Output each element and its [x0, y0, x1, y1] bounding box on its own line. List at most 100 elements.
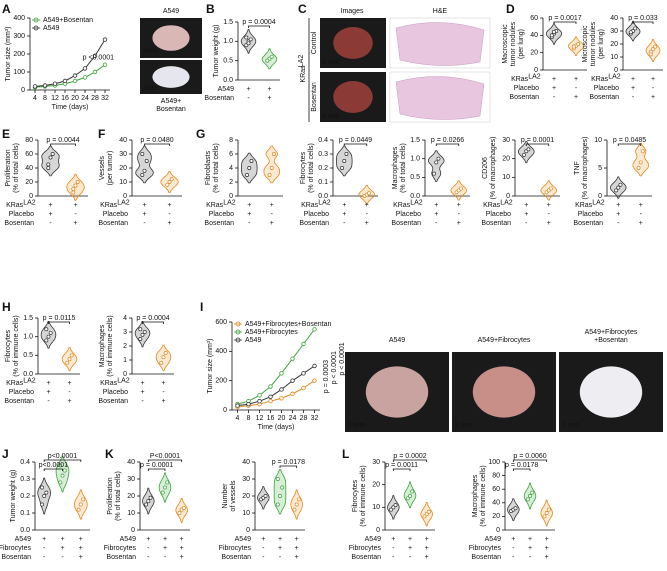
- y-tick-label: 0.0: [410, 193, 420, 200]
- condition-mark: +: [180, 536, 184, 543]
- condition-label: Placebo: [514, 85, 539, 92]
- data-point: [257, 393, 262, 398]
- condition-label-sup: LA2: [528, 73, 541, 80]
- condition-mark: +: [267, 95, 271, 102]
- p-value: p = 0.0003: [323, 360, 330, 393]
- y-tick-label: 400: [13, 15, 25, 22]
- data-point: [50, 152, 55, 156]
- condition-mark: -: [529, 554, 532, 561]
- legend-label: A549+Bosentan: [43, 17, 93, 24]
- condition-mark: +: [46, 380, 50, 387]
- data-point: [633, 26, 638, 31]
- significance-bracket: [392, 468, 411, 471]
- y-tick-label: 1.0: [23, 334, 33, 341]
- data-point: [71, 190, 76, 195]
- data-point: [544, 511, 549, 515]
- condition-mark: -: [248, 220, 251, 227]
- data-point: [653, 44, 658, 49]
- x-tick-label: 24: [289, 415, 297, 422]
- y-axis-label: (% of total cells): [213, 143, 220, 193]
- condition-mark: +: [545, 554, 549, 561]
- condition-mark: +: [547, 220, 551, 227]
- condition-mark: -: [262, 545, 265, 552]
- significance-bracket: [512, 468, 531, 471]
- y-tick-label: 1.0: [223, 38, 233, 45]
- condition-mark: +: [79, 545, 83, 552]
- condition-mark: +: [246, 86, 250, 93]
- y-tick-label: 0: [614, 67, 618, 74]
- row-label: Bosentan: [311, 82, 318, 112]
- condition-mark: -: [271, 211, 274, 218]
- condition-label-sup: LA2: [23, 377, 36, 384]
- row-label: Control: [311, 31, 318, 54]
- tumor-photo-tissue: [152, 66, 190, 88]
- data-point: [81, 497, 85, 502]
- y-axis-label: (% of immune cells): [360, 465, 367, 526]
- condition-label: Bosentan: [4, 220, 34, 227]
- data-point: [651, 47, 655, 52]
- condition-mark: -: [617, 220, 620, 227]
- condition-mark: +: [528, 545, 532, 552]
- significance-bracket: [632, 21, 654, 24]
- y-tick-label: 40: [242, 459, 250, 466]
- condition-mark: +: [524, 211, 528, 218]
- y-tick-label: 0: [223, 407, 227, 414]
- condition-label: KRas: [483, 202, 501, 209]
- condition-mark: +: [267, 86, 271, 93]
- condition-mark: +: [616, 211, 620, 218]
- condition-mark: +: [278, 536, 282, 543]
- x-tick-label: 16: [267, 415, 275, 422]
- data-point: [290, 391, 295, 397]
- data-point: [161, 355, 166, 360]
- violin: [427, 150, 445, 182]
- significance-bracket: [343, 143, 368, 146]
- data-point: [67, 357, 72, 362]
- y-tick-label: 1.5: [223, 19, 233, 26]
- y-tick-label: 20: [610, 41, 618, 48]
- condition-mark: -: [247, 95, 250, 102]
- condition-label-sup: LA2: [318, 199, 331, 206]
- condition-label: Placebo: [578, 211, 603, 218]
- p-value: P<0.0001: [150, 453, 180, 460]
- panel-letter: A: [2, 2, 11, 16]
- condition-mark: +: [425, 554, 429, 561]
- y-tick-label: 10: [242, 510, 250, 517]
- significance-bracket: [617, 143, 642, 146]
- condition-label: Bosentan: [573, 220, 603, 227]
- y-tick-label: 200: [13, 51, 25, 58]
- condition-label: A549: [15, 536, 31, 543]
- panel-letter: F: [98, 127, 105, 141]
- data-point: [638, 160, 643, 165]
- y-tick-label: 20: [25, 179, 33, 186]
- p-value: p = 0.0178: [505, 462, 538, 469]
- data-point: [312, 363, 317, 369]
- data-point: [290, 356, 295, 361]
- data-point: [48, 155, 53, 160]
- condition-label: Bosentan: [1, 554, 31, 561]
- y-tick-label: 20: [502, 156, 510, 163]
- y-axis-label: (% of immune cells): [13, 315, 20, 376]
- data-point: [73, 183, 78, 188]
- condition-mark: -: [632, 94, 635, 101]
- condition-label: Placebo: [209, 211, 234, 218]
- data-point: [405, 496, 410, 501]
- y-tick-label: 30: [372, 459, 380, 466]
- y-tick-label: 6: [229, 151, 233, 158]
- condition-label: Bosentan: [589, 94, 619, 101]
- data-point: [40, 502, 44, 507]
- column-label: H&E: [433, 8, 448, 15]
- significance-bracket: [142, 321, 164, 324]
- condition-mark: +: [651, 94, 655, 101]
- he-tissue: [395, 76, 485, 120]
- x-tick-label: 4: [33, 95, 37, 102]
- condition-mark: -: [279, 554, 282, 561]
- y-tick-label: 30: [502, 137, 510, 144]
- condition-mark: +: [180, 554, 184, 561]
- condition-label: A549: [485, 536, 501, 543]
- data-point: [546, 507, 551, 512]
- p-value: p < 0.0001: [339, 342, 346, 375]
- data-point: [616, 185, 621, 190]
- p-value: p <0.0001: [83, 54, 114, 61]
- y-tick-label: 10: [127, 510, 135, 517]
- y-tick-label: 0.2: [318, 165, 328, 172]
